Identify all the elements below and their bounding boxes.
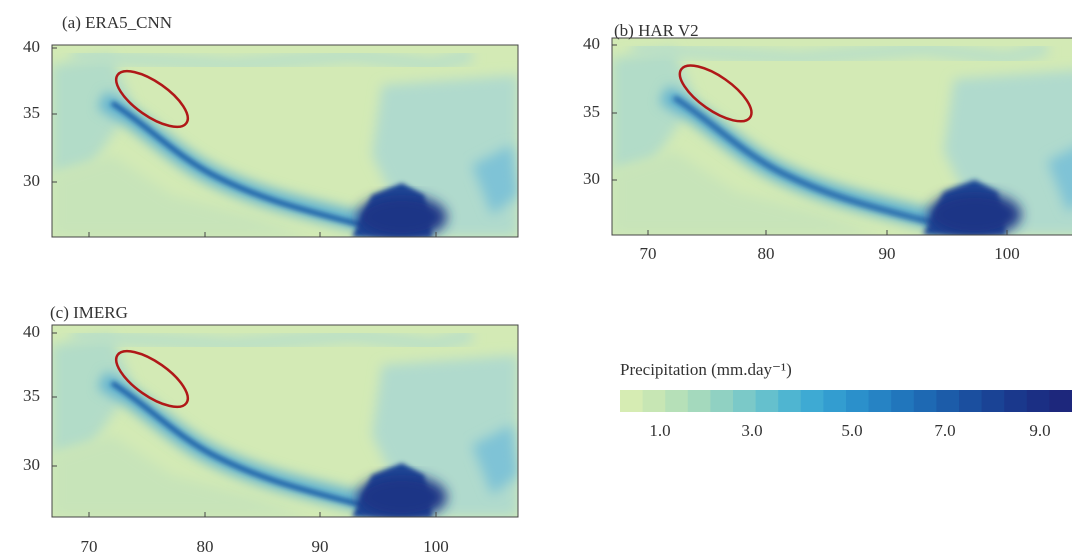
colorbar-bin (800, 390, 824, 412)
highlight-ellipse (114, 69, 190, 129)
colorbar: Precipitation (mm.day⁻¹) 1.0 3.0 5.0 7.0 9.0 (620, 360, 1072, 440)
lon-tick-label: 90 (312, 537, 329, 556)
colorbar-bin (733, 390, 756, 412)
colorbar-bin (687, 390, 711, 412)
lon-tick-label: 90 (879, 244, 896, 263)
map-frame (51, 324, 519, 518)
lat-tick-label: 30 (583, 169, 600, 188)
lat-tick-label: 40 (583, 34, 600, 53)
lat-tick-label: 30 (23, 171, 40, 190)
lon-tick-label: 70 (81, 537, 98, 556)
precipitation-map (52, 45, 518, 239)
colorbar-bin (913, 390, 937, 412)
colorbar-bin (891, 390, 915, 412)
colorbar-tick-label: 7.0 (934, 421, 955, 440)
lat-tick-label: 40 (23, 37, 40, 56)
highlight-ellipse (114, 349, 190, 409)
map-panel: (b) HAR V2 40 35 30 70 80 90 100 (583, 21, 1072, 263)
colorbar-bin (665, 390, 689, 412)
colorbar-bin (959, 390, 982, 412)
lon-tick-label: 70 (640, 244, 657, 263)
panels: (a) ERA5_CNN 40 35 30 (b) HAR V2 40 35 30 70 80 90… (23, 13, 1072, 556)
colorbar-label: Precipitation (mm.day⁻¹) (620, 360, 792, 379)
colorbar-bin (823, 390, 847, 412)
panel-title: (b) HAR V2 (614, 21, 699, 40)
map-panel: (c) IMERG 40 35 30 70 80 90 100 (23, 303, 519, 556)
colorbar-bin (755, 390, 779, 412)
highlight-ellipse (678, 64, 753, 123)
lon-tick-label: 100 (423, 537, 449, 556)
lon-tick-label: 80 (197, 537, 214, 556)
lat-tick-label: 35 (23, 386, 40, 405)
lat-tick-label: 35 (23, 103, 40, 122)
colorbar-tick-label: 1.0 (649, 421, 670, 440)
map-panel: (a) ERA5_CNN 40 35 30 (23, 13, 519, 239)
precipitation-map (52, 325, 518, 519)
colorbar-tick-label: 3.0 (741, 421, 762, 440)
colorbar-tick-label: 9.0 (1029, 421, 1050, 440)
panel-title: (c) IMERG (50, 303, 128, 322)
panel-title: (a) ERA5_CNN (62, 13, 172, 32)
colorbar-bin (710, 390, 734, 412)
lat-tick-label: 30 (23, 455, 40, 474)
lon-tick-label: 80 (758, 244, 775, 263)
colorbar-bin (1004, 390, 1028, 412)
colorbar-bin (778, 390, 802, 412)
colorbar-tick-label: 5.0 (841, 421, 862, 440)
lon-tick-label: 100 (994, 244, 1020, 263)
colorbar-bin (1026, 390, 1050, 412)
map-frame (611, 37, 1072, 236)
colorbar-bin (620, 390, 643, 412)
colorbar-bin (1049, 390, 1072, 412)
lat-tick-label: 35 (583, 102, 600, 121)
map-frame (51, 44, 519, 238)
colorbar-bin (936, 390, 960, 412)
colorbar-bin (642, 390, 666, 412)
lat-tick-label: 40 (23, 322, 40, 341)
colorbar-bin (846, 390, 869, 412)
colorbar-bin (981, 390, 1005, 412)
colorbar-bin (868, 390, 892, 412)
